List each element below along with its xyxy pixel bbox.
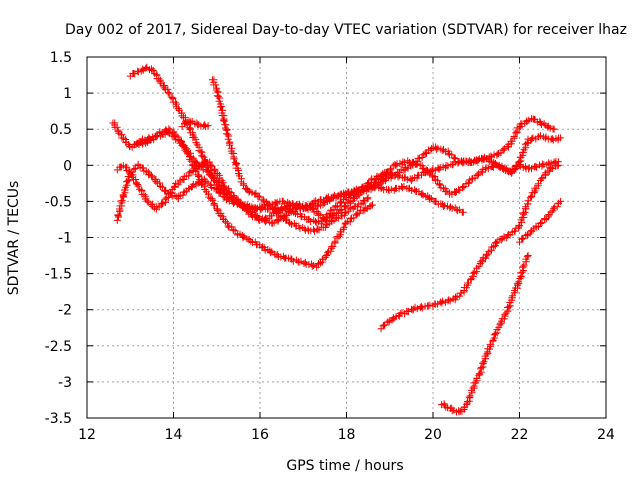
y-tick-label: 0.5: [50, 122, 72, 138]
y-tick-label: -1.5: [45, 267, 72, 283]
series-markers: [377, 161, 562, 333]
x-tick-label: 22: [511, 427, 529, 443]
y-tick-label: -3: [58, 375, 72, 391]
series-markers: [126, 63, 558, 214]
series-arc-7: [208, 76, 372, 235]
series-arc-10: [516, 197, 565, 246]
series-arc-5: [131, 125, 376, 271]
x-tick-label: 18: [338, 427, 356, 443]
x-tick-label: 24: [597, 427, 615, 443]
series-markers: [131, 125, 376, 271]
series-arc-4: [126, 63, 558, 214]
y-tick-label: 1: [63, 86, 72, 102]
y-tick-label: 1.5: [50, 50, 72, 66]
y-tick-labels: 1.5 1 0.5 0 -0.5 -1 -1.5 -2 -2.5 -3 -3.5: [45, 50, 72, 427]
series-markers: [208, 76, 372, 235]
series-markers: [178, 117, 212, 131]
y-tick-label: -1: [58, 231, 72, 247]
y-axis-label: SDTVAR / TECUs: [6, 181, 22, 296]
y-tick-label: -2: [58, 303, 72, 319]
axis-ticks: [86, 56, 607, 419]
x-tick-label: 16: [251, 427, 269, 443]
series-markers: [438, 252, 532, 416]
y-tick-label: -0.5: [45, 194, 72, 210]
y-tick-label: 0: [63, 158, 72, 174]
x-tick-label: 12: [78, 427, 96, 443]
y-tick-label: -2.5: [45, 339, 72, 355]
x-tick-labels: 12 14 16 18 20 22 24: [78, 427, 615, 443]
y-tick-label: -3.5: [45, 411, 72, 427]
chart-title: Day 002 of 2017, Sidereal Day-to-day VTE…: [65, 22, 627, 38]
series-arc-8: [377, 161, 562, 333]
series-arc-6: [178, 117, 212, 131]
series-markers: [516, 197, 565, 246]
x-tick-label: 14: [165, 427, 183, 443]
x-tick-label: 20: [424, 427, 442, 443]
series-layer: [109, 63, 565, 416]
series-arc-9: [438, 252, 532, 416]
x-axis-label: GPS time / hours: [286, 458, 403, 474]
